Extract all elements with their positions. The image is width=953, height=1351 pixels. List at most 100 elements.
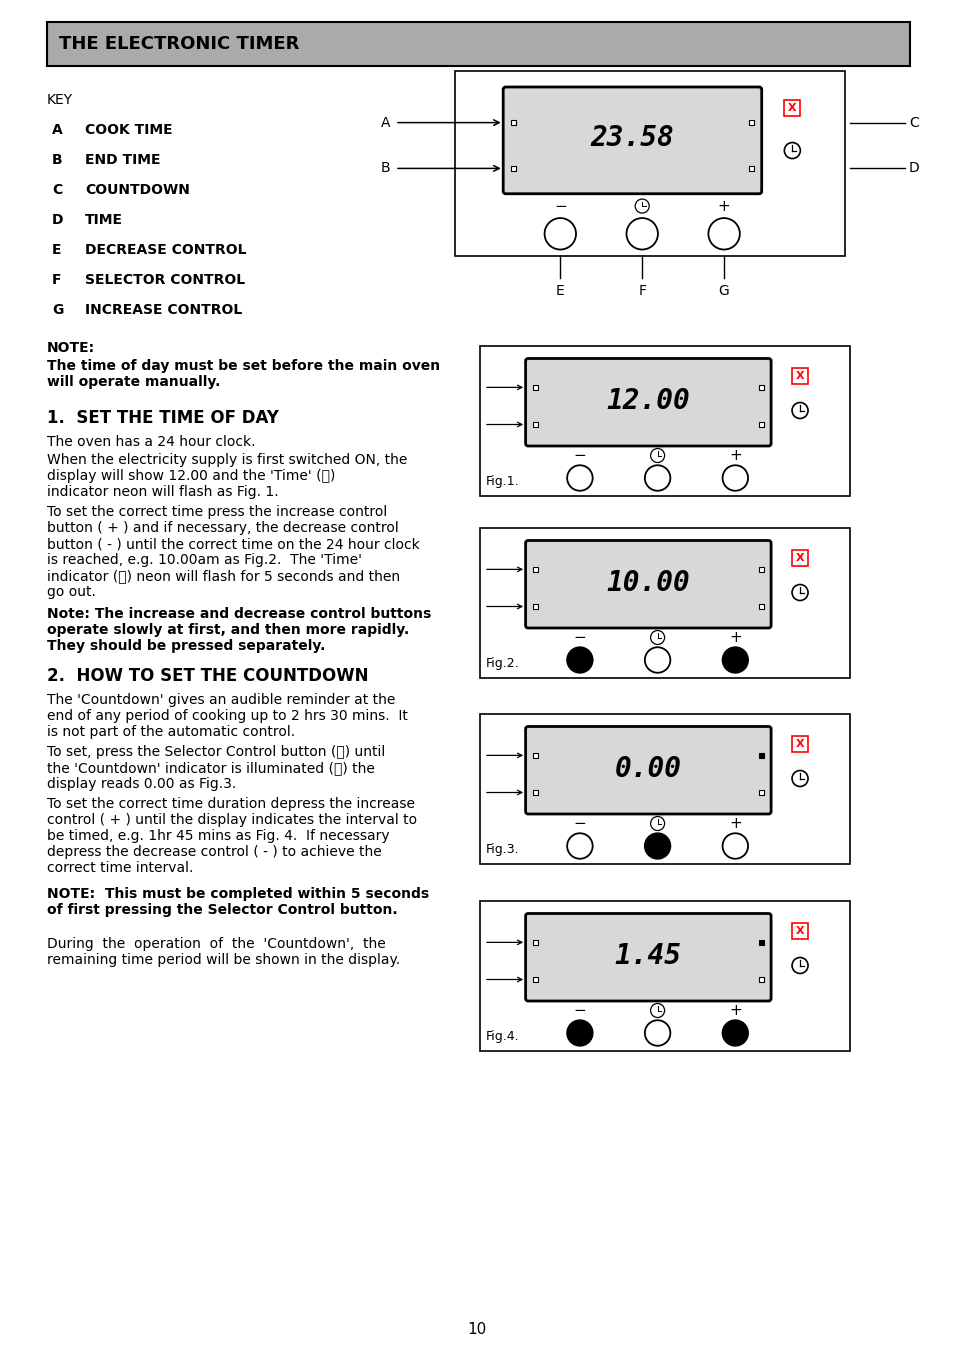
Bar (791, 367, 807, 384)
Bar (533, 422, 537, 427)
Text: A: A (380, 116, 390, 130)
Bar (791, 550, 807, 566)
Circle shape (650, 449, 664, 462)
Circle shape (635, 199, 649, 213)
Text: display reads 0.00 as Fig.3.: display reads 0.00 as Fig.3. (47, 777, 236, 790)
Text: COOK TIME: COOK TIME (85, 123, 172, 136)
Circle shape (650, 816, 664, 831)
FancyBboxPatch shape (525, 727, 770, 815)
Text: remaining time period will be shown in the display.: remaining time period will be shown in t… (47, 952, 399, 967)
Text: display will show 12.00 and the 'Time' (⏰): display will show 12.00 and the 'Time' (… (47, 469, 335, 484)
Bar (479, 528, 849, 678)
Circle shape (650, 1004, 664, 1017)
Bar (533, 567, 537, 571)
Text: +: + (728, 449, 740, 463)
Text: Fig.3.: Fig.3. (485, 843, 519, 857)
Circle shape (791, 585, 807, 600)
Text: correct time interval.: correct time interval. (47, 861, 193, 875)
Bar (533, 604, 537, 609)
Bar (748, 166, 754, 170)
Bar (758, 604, 762, 609)
Text: +: + (717, 199, 730, 213)
Text: is reached, e.g. 10.00am as Fig.2.  The 'Time': is reached, e.g. 10.00am as Fig.2. The '… (47, 553, 361, 567)
FancyBboxPatch shape (525, 540, 770, 628)
Text: D: D (52, 213, 64, 227)
Text: TIME: TIME (85, 213, 123, 227)
Circle shape (721, 834, 747, 859)
Text: indicator (⏰) neon will flash for 5 seconds and then: indicator (⏰) neon will flash for 5 seco… (47, 569, 399, 584)
Text: The time of day must be set before the main oven
will operate manually.: The time of day must be set before the m… (47, 359, 439, 389)
Bar (791, 736, 807, 753)
Bar (758, 753, 762, 758)
Text: 10: 10 (467, 1321, 486, 1336)
Circle shape (721, 1020, 747, 1046)
Bar (758, 940, 762, 944)
Text: THE ELECTRONIC TIMER: THE ELECTRONIC TIMER (59, 35, 299, 53)
Bar (791, 923, 807, 939)
Bar (510, 120, 516, 126)
FancyBboxPatch shape (525, 358, 770, 446)
Text: control ( + ) until the display indicates the interval to: control ( + ) until the display indicate… (47, 813, 416, 827)
Text: −: − (573, 630, 586, 644)
Text: +: + (728, 816, 740, 831)
Text: −: − (573, 449, 586, 463)
Circle shape (644, 465, 670, 490)
Text: The oven has a 24 hour clock.: The oven has a 24 hour clock. (47, 435, 255, 449)
Text: SELECTOR CONTROL: SELECTOR CONTROL (85, 273, 245, 286)
Text: INCREASE CONTROL: INCREASE CONTROL (85, 303, 242, 317)
Text: 0.00: 0.00 (614, 755, 681, 782)
Text: +: + (728, 1002, 740, 1019)
Text: −: − (573, 1002, 586, 1019)
Circle shape (544, 218, 576, 250)
Text: the 'Countdown' indicator is illuminated (⦻) the: the 'Countdown' indicator is illuminated… (47, 761, 375, 775)
Text: A: A (52, 123, 63, 136)
Bar (479, 713, 849, 865)
Circle shape (721, 647, 747, 673)
Text: Fig.4.: Fig.4. (485, 1029, 519, 1043)
Bar (533, 753, 537, 758)
Text: Fig.1.: Fig.1. (485, 476, 519, 488)
Text: 10.00: 10.00 (606, 569, 690, 597)
Circle shape (721, 465, 747, 490)
Text: X: X (795, 372, 803, 381)
Text: DECREASE CONTROL: DECREASE CONTROL (85, 243, 246, 257)
FancyBboxPatch shape (525, 913, 770, 1001)
Text: B: B (380, 161, 390, 176)
Text: 12.00: 12.00 (606, 386, 690, 415)
Text: −: − (573, 816, 586, 831)
Bar (510, 166, 516, 170)
Text: end of any period of cooking up to 2 hrs 30 mins.  It: end of any period of cooking up to 2 hrs… (47, 709, 408, 723)
Bar (758, 385, 762, 390)
Circle shape (644, 1020, 670, 1046)
Text: G: G (718, 284, 729, 299)
Text: NOTE:: NOTE: (47, 340, 95, 355)
Text: −: − (554, 199, 566, 213)
Text: To set, press the Selector Control button (⏰) until: To set, press the Selector Control butto… (47, 744, 385, 759)
Circle shape (783, 143, 800, 158)
Text: END TIME: END TIME (85, 153, 160, 168)
Text: be timed, e.g. 1hr 45 mins as Fig. 4.  If necessary: be timed, e.g. 1hr 45 mins as Fig. 4. If… (47, 830, 389, 843)
Text: E: E (556, 284, 564, 299)
Text: 1.45: 1.45 (614, 942, 681, 970)
Circle shape (644, 834, 670, 859)
Bar (758, 790, 762, 794)
Text: KEY: KEY (47, 93, 73, 107)
Circle shape (791, 958, 807, 974)
Text: To set the correct time press the increase control: To set the correct time press the increa… (47, 505, 387, 519)
Bar (533, 977, 537, 982)
Text: To set the correct time duration depress the increase: To set the correct time duration depress… (47, 797, 415, 811)
Text: E: E (52, 243, 61, 257)
Text: During  the  operation  of  the  'Countdown',  the: During the operation of the 'Countdown',… (47, 938, 385, 951)
Text: 2.  HOW TO SET THE COUNTDOWN: 2. HOW TO SET THE COUNTDOWN (47, 667, 368, 685)
Text: When the electricity supply is first switched ON, the: When the electricity supply is first swi… (47, 453, 407, 467)
Text: indicator neon will flash as Fig. 1.: indicator neon will flash as Fig. 1. (47, 485, 278, 499)
Text: X: X (787, 103, 796, 113)
Bar (758, 567, 762, 571)
Text: X: X (795, 739, 803, 748)
Bar (455, 72, 844, 255)
Bar (758, 422, 762, 427)
Circle shape (566, 1020, 592, 1046)
Text: button ( - ) until the correct time on the 24 hour clock: button ( - ) until the correct time on t… (47, 536, 419, 551)
Text: X: X (795, 553, 803, 563)
Text: Fig.2.: Fig.2. (485, 657, 519, 670)
